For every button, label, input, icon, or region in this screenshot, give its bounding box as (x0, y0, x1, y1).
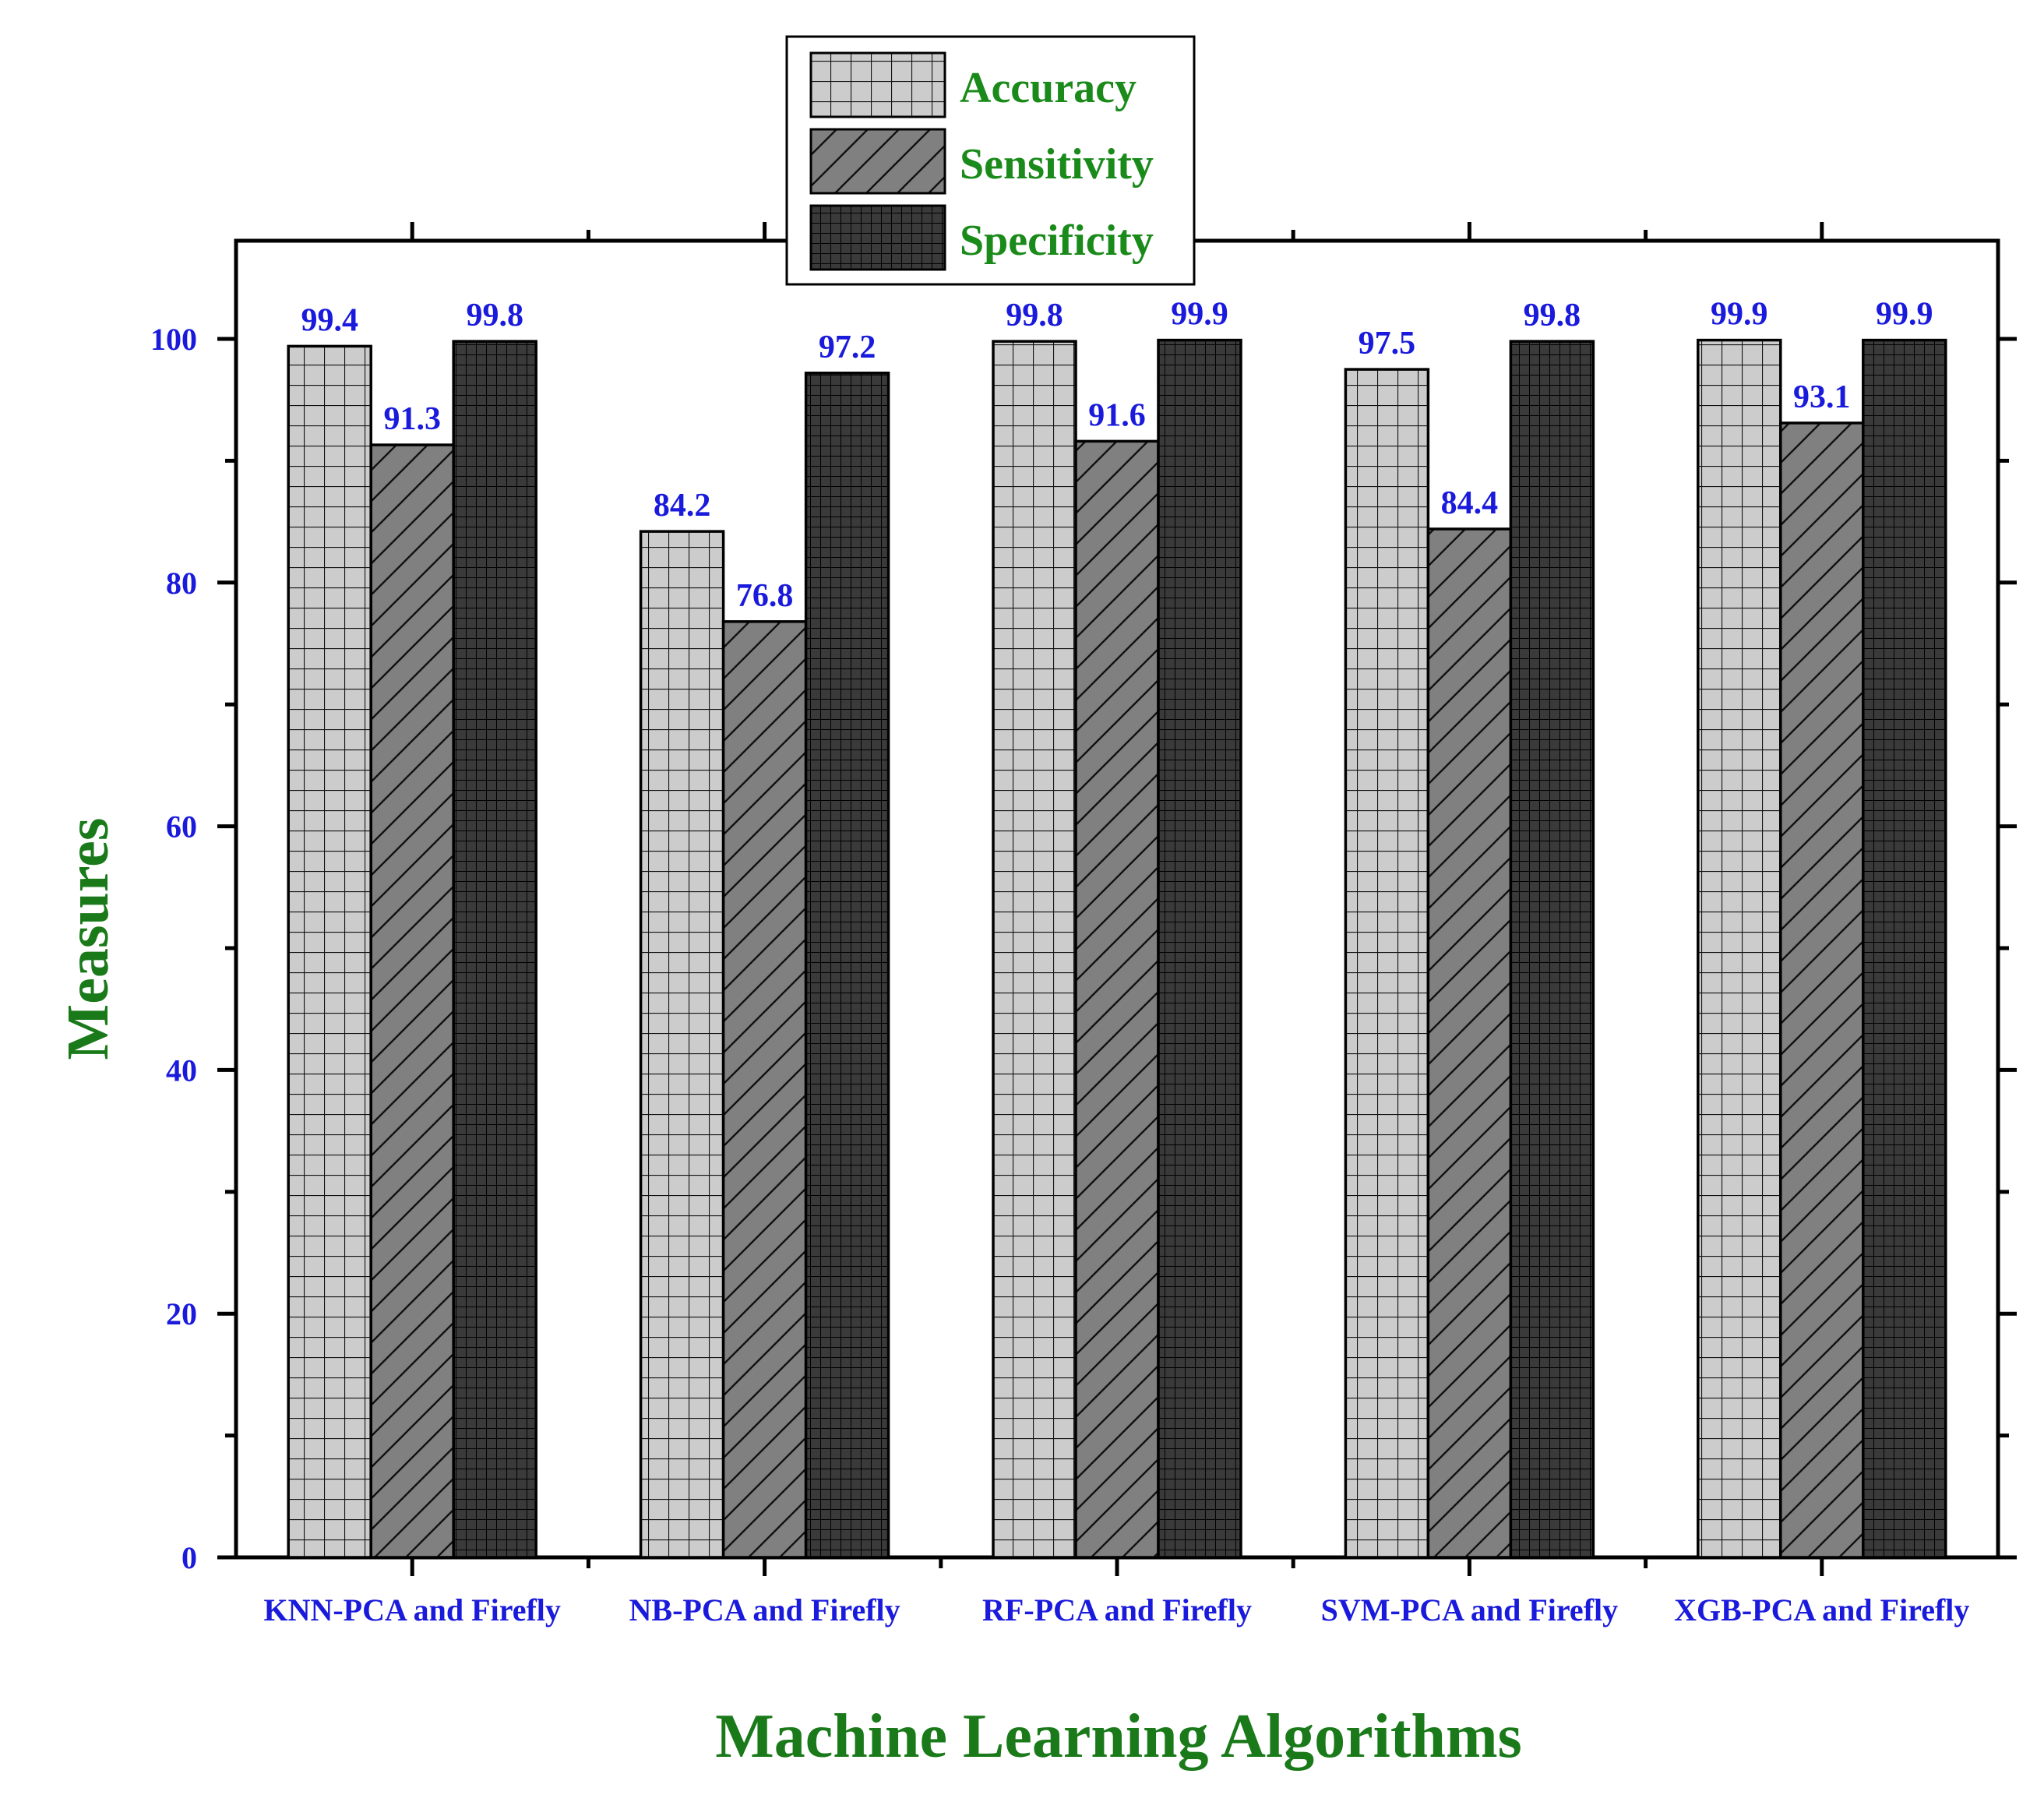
y-axis: 0 20 40 60 80 100 (150, 322, 2017, 1575)
bar-specificity (1862, 338, 1947, 1559)
bar-sensitivity (1074, 439, 1160, 1559)
data-label: 76.8 (736, 578, 794, 614)
data-label: 99.4 (301, 302, 358, 338)
data-label: 99.8 (1006, 298, 1063, 333)
data-label: 97.5 (1359, 326, 1416, 361)
bar-specificity (804, 372, 890, 1559)
data-label: 99.8 (466, 298, 523, 333)
bar-accuracy (1344, 368, 1430, 1559)
legend-swatch-accuracy (809, 51, 946, 118)
bar-sensitivity (1426, 527, 1513, 1559)
x-tick-label: NB-PCA and Firefly (629, 1592, 900, 1627)
data-label: 84.2 (654, 488, 711, 524)
legend-swatch-sensitivity (809, 128, 946, 195)
bar-accuracy (287, 344, 372, 1559)
bar-sensitivity (1779, 421, 1865, 1559)
data-label: 99.9 (1876, 297, 1933, 333)
bar-accuracy (639, 530, 725, 1559)
bar-sensitivity (369, 443, 455, 1559)
data-labels-group: 99.4 91.3 99.8 84.2 76.8 97.2 99.8 91.6 99.9 97.5… (301, 297, 1933, 614)
y-tick-label: 0 (181, 1540, 197, 1575)
bars-group (287, 338, 1947, 1559)
x-axis: KNN-PCA and Firefly NB-PCA and Firefly RF-… (263, 222, 1969, 1627)
legend: Accuracy Sensitivity Specificity (785, 35, 1196, 286)
legend-swatch-specificity (809, 204, 946, 271)
data-label: 91.6 (1088, 397, 1146, 433)
bar-accuracy (1697, 338, 1782, 1559)
y-tick-label: 20 (166, 1296, 197, 1331)
legend-label-accuracy: Accuracy (960, 64, 1137, 112)
x-tick-label: XGB-PCA and Firefly (1674, 1592, 1969, 1627)
bar-specificity (1157, 338, 1242, 1559)
data-label: 99.9 (1711, 297, 1768, 333)
y-tick-label: 40 (166, 1053, 197, 1088)
data-label: 91.3 (383, 401, 441, 437)
data-label: 99.8 (1524, 298, 1581, 333)
y-tick-label: 80 (166, 566, 197, 601)
y-tick-label: 100 (150, 322, 197, 357)
x-tick-label: RF-PCA and Firefly (982, 1592, 1252, 1627)
data-label: 93.1 (1793, 379, 1851, 415)
bar-specificity (1509, 340, 1595, 1559)
legend-label-specificity: Specificity (960, 217, 1154, 265)
bar-accuracy (992, 340, 1077, 1559)
legend-label-sensitivity: Sensitivity (960, 140, 1154, 189)
y-tick-label: 60 (166, 809, 197, 845)
bar-specificity (452, 340, 537, 1559)
bar-sensitivity (721, 620, 808, 1559)
x-axis-title: Machine Learning Algorithms (715, 1702, 1522, 1771)
data-label: 99.9 (1171, 297, 1228, 333)
y-axis-title: Measures (55, 818, 121, 1060)
x-tick-label: KNN-PCA and Firefly (263, 1592, 560, 1627)
data-label: 97.2 (819, 330, 876, 365)
x-tick-label: SVM-PCA and Firefly (1321, 1592, 1618, 1627)
data-label: 84.4 (1441, 485, 1499, 521)
